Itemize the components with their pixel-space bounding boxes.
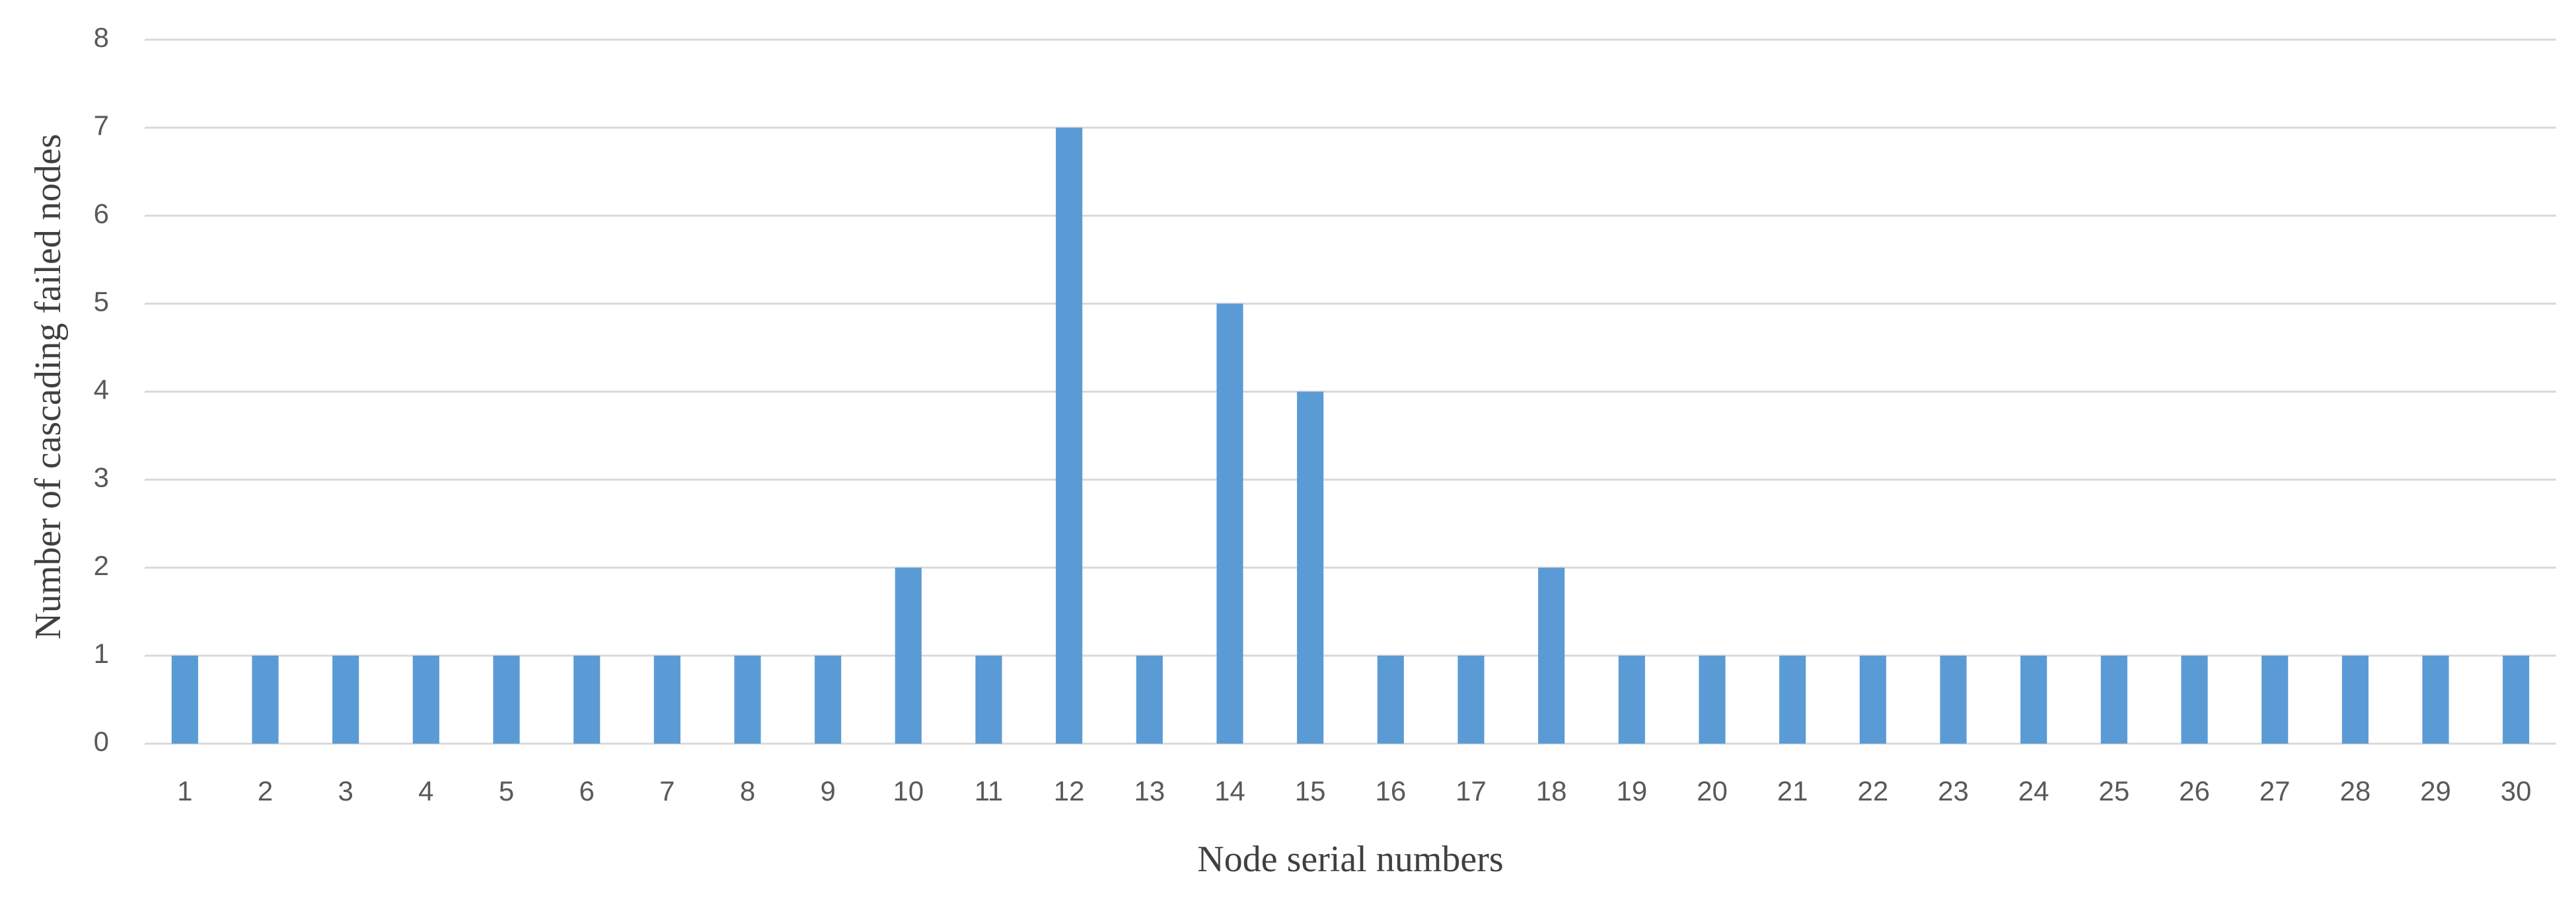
- bar: [1297, 391, 1324, 744]
- x-tick-label: 26: [2179, 775, 2210, 806]
- x-tick-label: 16: [1375, 775, 1406, 806]
- y-tick-label: 2: [94, 550, 109, 581]
- bar: [2181, 655, 2208, 744]
- bar: [1538, 567, 1565, 744]
- y-tick-label: 0: [94, 726, 109, 757]
- x-tick-label: 14: [1214, 775, 1245, 806]
- bar: [653, 655, 681, 744]
- x-tick-label: 22: [1857, 775, 1888, 806]
- y-tick-label: 8: [94, 22, 109, 53]
- y-tick-label: 6: [94, 198, 109, 229]
- bar: [1056, 128, 1083, 744]
- x-tick-label: 18: [1536, 775, 1567, 806]
- bar: [2100, 655, 2127, 744]
- bar: [2503, 655, 2530, 744]
- bar: [252, 655, 279, 744]
- x-tick-label: 11: [975, 775, 1004, 806]
- bar: [1377, 655, 1404, 744]
- x-tick-label: 29: [2420, 775, 2451, 806]
- x-tick-label: 10: [893, 775, 924, 806]
- x-tick-label: 6: [579, 775, 594, 806]
- y-tick-label: 1: [94, 638, 109, 669]
- bar: [1618, 655, 1645, 744]
- x-tick-label: 19: [1616, 775, 1647, 806]
- x-tick-label: 17: [1455, 775, 1487, 806]
- x-tick-label: 23: [1938, 775, 1969, 806]
- x-tick-label: 12: [1054, 775, 1085, 806]
- bar: [975, 655, 1002, 744]
- bar: [2020, 655, 2047, 744]
- bar: [573, 655, 601, 744]
- bar: [2422, 655, 2449, 744]
- y-axis-title: Number of cascading failed nodes: [28, 134, 69, 639]
- x-tick-label: 8: [740, 775, 755, 806]
- x-tick-label: 9: [820, 775, 835, 806]
- x-tick-label: 21: [1777, 775, 1808, 806]
- bar: [332, 655, 359, 744]
- bar: [1699, 655, 1726, 744]
- bar: [1779, 655, 1806, 744]
- bar: [2262, 655, 2289, 744]
- bar: [1457, 655, 1485, 744]
- bar: [734, 655, 761, 744]
- y-tick-label: 7: [94, 110, 109, 141]
- x-tick-label: 24: [2018, 775, 2049, 806]
- x-tick-label: 3: [338, 775, 353, 806]
- x-tick-label: 2: [258, 775, 273, 806]
- x-tick-label: 27: [2260, 775, 2291, 806]
- x-tick-label: 5: [499, 775, 514, 806]
- x-tick-label: 20: [1697, 775, 1728, 806]
- x-tick-label: 15: [1295, 775, 1326, 806]
- y-tick-label: 3: [94, 462, 109, 493]
- x-tick-label: 25: [2098, 775, 2129, 806]
- bar: [2341, 655, 2369, 744]
- y-tick-label: 4: [94, 374, 109, 405]
- bar: [171, 655, 198, 744]
- x-tick-label: 28: [2339, 775, 2371, 806]
- x-tick-label: 30: [2501, 775, 2532, 806]
- bar: [895, 567, 922, 744]
- x-axis-title: Node serial numbers: [1197, 839, 1503, 880]
- bar: [1940, 655, 1967, 744]
- bar: [1136, 655, 1163, 744]
- x-tick-label: 13: [1134, 775, 1165, 806]
- x-tick-label: 4: [418, 775, 433, 806]
- bar: [1216, 303, 1243, 744]
- bar: [815, 655, 842, 744]
- bar: [412, 655, 439, 744]
- bar: [1859, 655, 1886, 744]
- x-tick-label: 1: [177, 775, 192, 806]
- bar: [493, 655, 520, 744]
- y-tick-label: 5: [94, 286, 109, 317]
- x-tick-label: 7: [659, 775, 675, 806]
